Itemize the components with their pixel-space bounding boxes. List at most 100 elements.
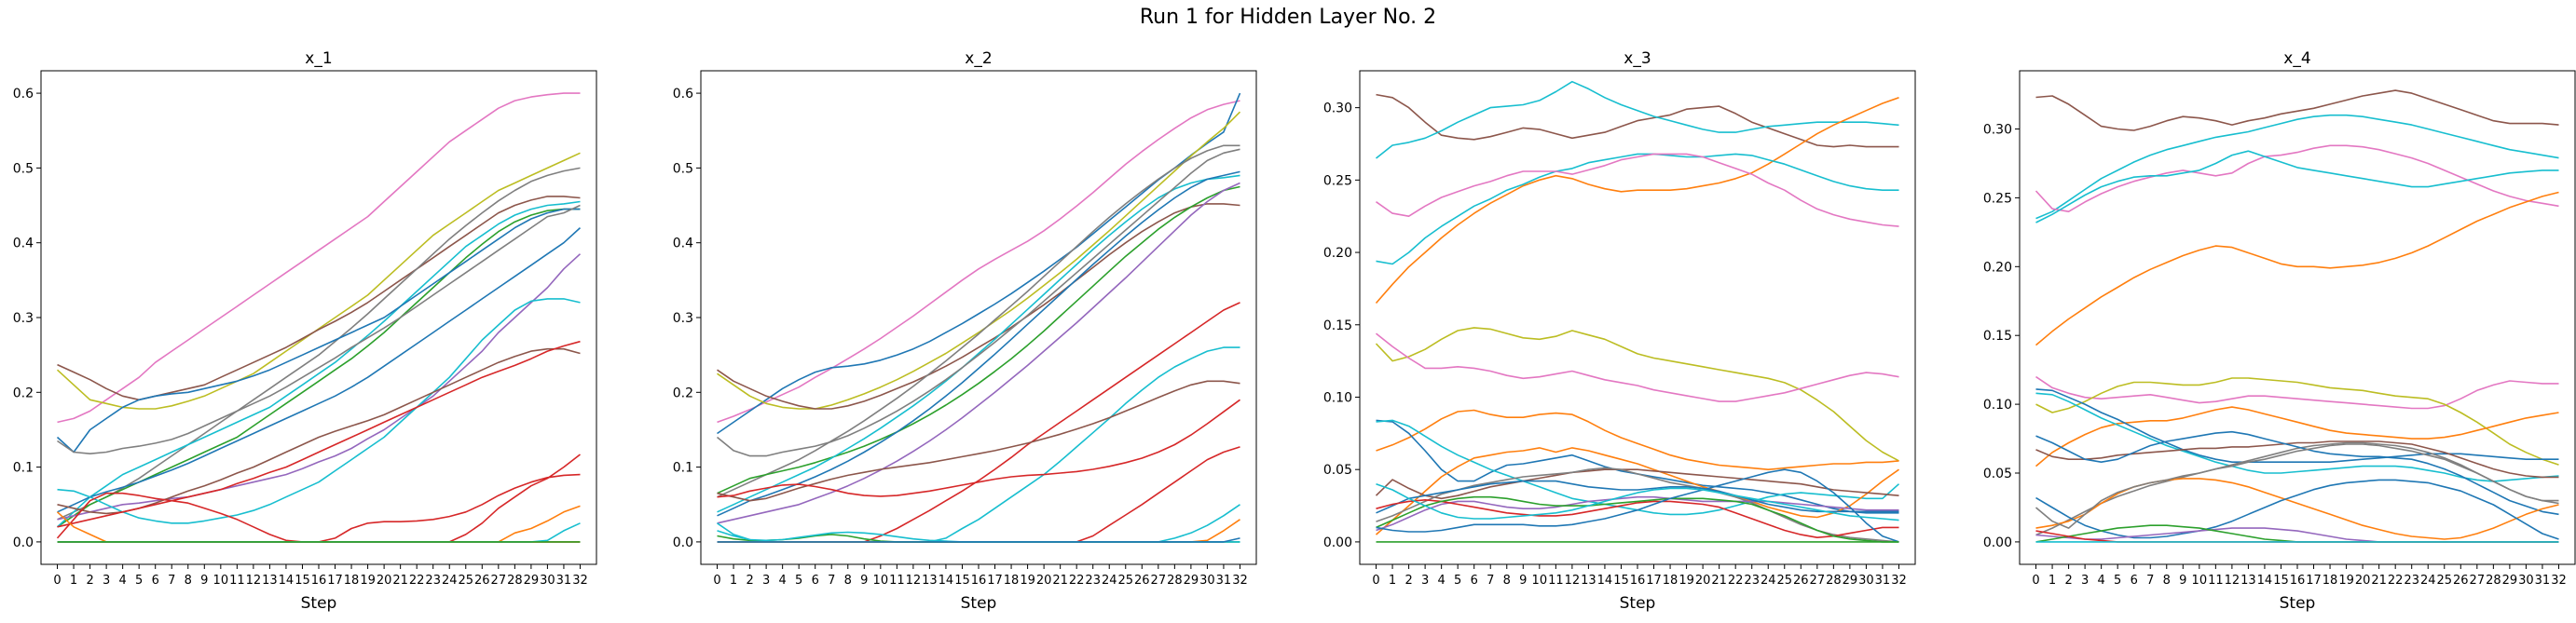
series-line-4 [57,167,581,521]
series-line-8 [57,227,582,513]
series-line-1 [2035,89,2559,131]
x-tick-label: 3 [2081,574,2089,588]
x-tick-label: 5 [135,574,143,588]
x-tick-label: 10 [213,574,229,588]
x-tick-label: 27 [1810,574,1826,588]
x-tick-label: 25 [1776,574,1792,588]
x-tick-label: 2 [746,574,753,588]
x-axis-label: Step [2280,594,2316,613]
x-tick-label: 20 [1036,574,1052,588]
x-tick-label: 19 [2338,574,2354,588]
series-line-19 [57,522,581,543]
x-tick-label: 9 [2179,574,2186,588]
subplot-title: x_1 [305,49,332,68]
x-tick-label: 0 [1372,574,1379,588]
y-tick-label: 0.0 [13,535,34,550]
x-tick-label: 27 [491,574,507,588]
x-tick-label: 31 [1875,574,1891,588]
x-tick-label: 26 [1793,574,1809,588]
y-tick-label: 0.15 [1323,318,1352,333]
series-line-20 [717,537,1240,543]
series-line-8 [2035,406,2559,467]
y-tick-label: 0.3 [13,311,34,326]
x-tick-label: 4 [779,574,787,588]
y-tick-label: 0.4 [673,237,693,251]
x-tick-label: 25 [2436,574,2452,588]
series-line-8 [1376,409,1899,471]
x-tick-label: 9 [1519,574,1527,588]
figure-title: Run 1 for Hidden Layer No. 2 [1139,6,1437,29]
y-tick-label: 0.20 [1323,246,1352,261]
series-line-3 [2035,144,2559,212]
y-tick-label: 0.30 [1983,123,2012,138]
y-tick-label: 0.10 [1323,390,1352,405]
series-line-9 [2035,388,2559,464]
x-tick-label: 11 [889,574,905,588]
x-tick-label: 26 [2453,574,2469,588]
chart-panel-2: 0 1 2 3 4 5 6 7 8 9 10 11 12 13 14 15 16 17 18 19 20 21 22 23 24… [673,49,1257,613]
x-tick-label: 7 [1487,574,1494,588]
series-line-8 [717,170,1240,517]
x-tick-label: 5 [1454,574,1461,588]
x-tick-label: 13 [1581,574,1596,588]
x-tick-label: 24 [2420,574,2436,588]
series-line-16 [1376,498,1899,539]
series-line-9 [716,148,1240,457]
series-line-19 [2035,443,2559,529]
x-tick-label: 6 [152,574,159,588]
x-tick-label: 22 [409,574,425,588]
y-tick-label: 0.20 [1983,260,2012,275]
series-line-5 [1376,153,1899,227]
x-tick-label: 24 [1102,574,1117,588]
x-tick-label: 22 [1728,574,1744,588]
x-tick-label: 17 [327,574,343,588]
series-line-5 [2035,191,2559,346]
x-tick-label: 22 [1069,574,1085,588]
series-line-7 [717,174,1240,513]
axes-frame [40,70,597,565]
y-tick-label: 0.15 [1983,329,2012,344]
x-tick-label: 23 [2404,574,2419,588]
x-tick-label: 19 [1020,574,1035,588]
series-line-6 [56,200,581,528]
x-tick-label: 7 [2146,574,2154,588]
series-line-19 [717,530,1240,543]
x-tick-label: 6 [2131,574,2138,588]
x-tick-label: 18 [344,574,360,588]
series-line-10 [57,204,581,455]
x-tick-label: 11 [1548,574,1564,588]
x-tick-label: 1 [1389,574,1396,588]
y-tick-label: 0.2 [673,386,693,400]
series-line-13 [717,380,1240,502]
x-tick-label: 7 [828,574,835,588]
subplot-title: x_3 [1624,49,1651,68]
series-line-3 [717,111,1241,410]
series-line-14 [2035,478,2559,540]
x-tick-label: 17 [987,574,1003,588]
x-tick-label: 19 [360,574,376,588]
x-tick-label: 19 [1679,574,1694,588]
axes-frame [700,70,1257,565]
series-line-11 [1375,447,1899,535]
y-tick-label: 0.3 [673,311,693,326]
x-tick-label: 8 [1503,574,1511,588]
x-tick-label: 6 [812,574,819,588]
subplot-title: x_4 [2283,49,2310,68]
x-tick-label: 12 [246,574,262,588]
series-line-1 [57,92,581,424]
y-tick-label: 0.6 [13,87,34,102]
x-tick-label: 7 [168,574,175,588]
x-tick-label: 8 [185,574,192,588]
series-line-3 [57,196,581,401]
x-tick-label: 1 [2048,574,2056,588]
y-tick-label: 0.5 [673,161,693,176]
series-line-14 [1376,495,1899,532]
series-line-14 [56,492,581,543]
x-tick-label: 12 [906,574,922,588]
x-axis-label: Step [1620,594,1656,613]
series-line-19 [1376,482,1899,521]
y-tick-label: 0.6 [673,87,693,102]
x-tick-label: 32 [2551,574,2567,588]
series-line-1 [717,100,1240,424]
x-tick-label: 15 [295,574,310,588]
